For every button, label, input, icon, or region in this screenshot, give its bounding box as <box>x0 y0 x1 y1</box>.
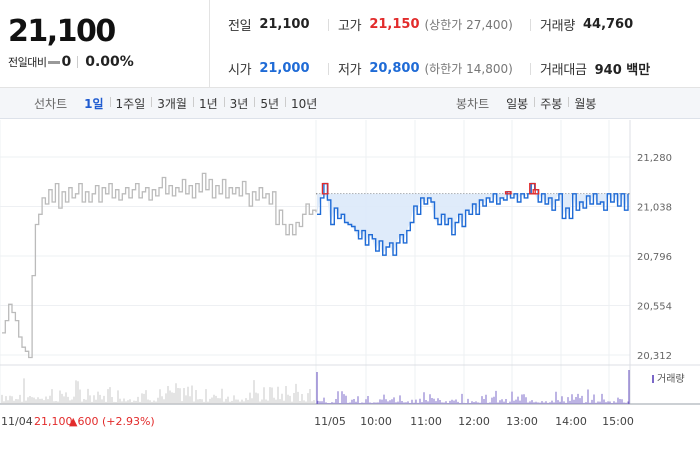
candle-chart-ranges: 봉차트 일봉 주봉 월봉 <box>456 88 602 119</box>
stat-prev-close: 전일 21,100 <box>228 15 310 34</box>
divider <box>328 19 329 31</box>
y-tick-label: 21,280 <box>637 153 672 164</box>
x-tick-label: 11/04 <box>1 415 33 428</box>
change-percent: 0.00% <box>85 54 134 70</box>
stat-sub: (하한가 14,800) <box>424 62 513 76</box>
x-tick-label: 11/05 <box>314 415 346 428</box>
price-summary: 21,100 전일대비 0 0.00% <box>0 0 210 88</box>
divider <box>530 63 531 75</box>
stock-header: 21,100 전일대비 0 0.00% 전일 21,100 고가 21,150 … <box>0 0 700 88</box>
stat-value: 940 백만 <box>594 63 651 78</box>
stats-panel: 전일 21,100 고가 21,150 (상한가 27,400) 거래량 44,… <box>211 0 700 88</box>
stat-high: 고가 21,150 (상한가 27,400) <box>338 15 513 34</box>
x-tick-label: 10:00 <box>360 415 392 428</box>
current-price: 21,100 <box>8 14 116 49</box>
change-label: 전일대비 <box>8 56 47 69</box>
x-tick-label: 13:00 <box>506 415 538 428</box>
y-tick-label: 20,554 <box>637 302 672 313</box>
x-tick-label: 11:00 <box>410 415 442 428</box>
stat-value: 21,000 <box>259 61 310 76</box>
divider <box>77 56 79 68</box>
change-value: 0 <box>61 54 72 70</box>
x-tick-label: 14:00 <box>555 415 587 428</box>
y-tick-label: 20,312 <box>637 351 672 362</box>
stat-volume: 거래량 44,760 <box>540 15 633 34</box>
line-chart-label: 선차트 <box>34 97 68 111</box>
stat-value: 21,100 <box>259 17 310 32</box>
stat-label: 거래대금 <box>540 63 587 78</box>
candle-weekly[interactable]: 주봉 <box>534 95 568 112</box>
above-baseline-mark <box>532 189 540 195</box>
change-row: 전일대비 0 0.00% <box>8 54 134 70</box>
y-tick-label: 20,796 <box>637 252 672 263</box>
prev-change-label: ▲600 (+2.93%) <box>69 415 155 428</box>
range-3m[interactable]: 3개월 <box>151 95 193 112</box>
below-baseline-area <box>317 193 628 256</box>
above-baseline-mark <box>529 182 536 195</box>
range-10y[interactable]: 10년 <box>285 95 323 112</box>
price-chart-area: 21,280 21,038 20,796 20,554 20,312 거래량 11/04… <box>0 120 700 450</box>
prev-day-line <box>2 172 317 359</box>
y-tick-label: 21,038 <box>637 203 672 214</box>
divider <box>530 19 531 31</box>
above-baseline-mark <box>504 191 512 195</box>
stat-open: 시가 21,000 <box>228 59 310 78</box>
stat-low: 저가 20,800 (하한가 14,800) <box>338 59 513 78</box>
price-chart[interactable]: 21,280 21,038 20,796 20,554 20,312 거래량 11/04… <box>0 120 700 450</box>
stat-value: 20,800 <box>369 61 420 76</box>
today-price-line <box>317 182 629 256</box>
flat-icon <box>48 60 61 64</box>
range-3y[interactable]: 3년 <box>223 95 255 112</box>
range-1y[interactable]: 1년 <box>192 95 224 112</box>
x-tick-label: 12:00 <box>458 415 490 428</box>
chart-toolbar: 선차트 1일 1주일 3개월 1년 3년 5년 10년 봉차트 일봉 주봉 월봉 <box>0 88 700 119</box>
volume-legend-swatch <box>652 375 654 383</box>
stat-value: 44,760 <box>582 17 634 32</box>
above-baseline-mark <box>321 182 329 195</box>
x-tick-label: 15:00 <box>602 415 634 428</box>
candle-daily[interactable]: 일봉 <box>506 97 529 111</box>
range-1d[interactable]: 1일 <box>84 97 104 111</box>
stat-label: 거래량 <box>540 19 575 34</box>
stat-label: 시가 <box>228 63 252 78</box>
candle-monthly[interactable]: 월봉 <box>568 95 602 112</box>
stat-label: 저가 <box>338 63 362 78</box>
stat-label: 전일 <box>228 19 252 34</box>
candle-chart-label: 봉차트 <box>456 97 490 111</box>
volume-legend-label: 거래량 <box>657 373 685 385</box>
prev-close-label: 21,100 <box>34 415 73 428</box>
divider <box>328 63 329 75</box>
range-1w[interactable]: 1주일 <box>109 95 152 112</box>
stat-value: 21,150 <box>369 17 420 32</box>
stat-label: 고가 <box>338 19 362 34</box>
stat-sub: (상한가 27,400) <box>424 18 513 32</box>
stat-trade-value: 거래대금 940 백만 <box>540 59 650 78</box>
line-chart-ranges: 선차트 1일 1주일 3개월 1년 3년 5년 10년 <box>34 88 323 119</box>
range-5y[interactable]: 5년 <box>254 95 285 112</box>
